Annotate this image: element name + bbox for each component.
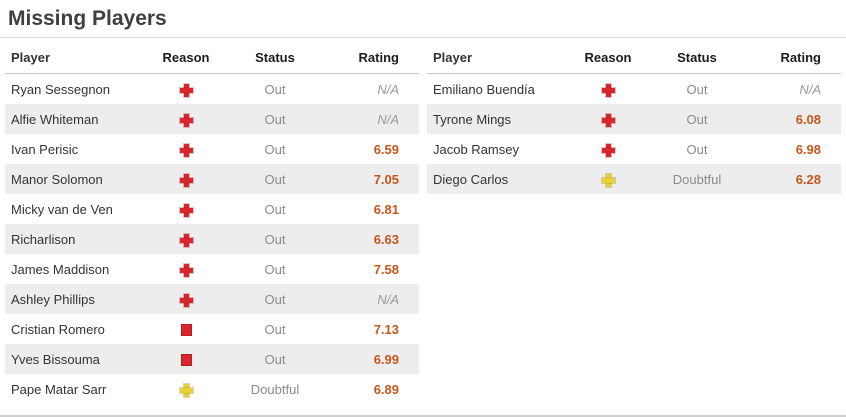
player-name: Diego Carlos [433, 171, 509, 187]
table-row: Ivan Perisic Out 6.59 [5, 134, 419, 164]
player-status: Doubtful [250, 381, 300, 397]
player-name: Tyrone Mings [433, 111, 512, 127]
injury-icon [179, 233, 193, 247]
player-rating: 6.81 [373, 201, 399, 217]
injury-icon [601, 83, 615, 97]
table-row: James Maddison Out 7.58 [5, 254, 419, 284]
player-rating: N/A [377, 81, 399, 97]
player-name: Ashley Phillips [11, 291, 95, 307]
table-row: Emiliano Buendía Out N/A [427, 74, 841, 104]
column-header-player: Player [433, 50, 473, 65]
player-rating: 6.98 [795, 141, 821, 157]
player-name: Alfie Whiteman [11, 111, 99, 127]
player-status: Out [686, 81, 708, 97]
injury-icon [601, 113, 615, 127]
player-rating: N/A [799, 81, 821, 97]
table-row: Ryan Sessegnon Out N/A [5, 74, 419, 104]
table-row: Manor Solomon Out 7.05 [5, 164, 419, 194]
injury-icon [179, 203, 193, 217]
injury-icon [179, 263, 193, 277]
player-status: Out [264, 111, 286, 127]
player-status: Out [264, 291, 286, 307]
column-header-rating: Rating [780, 50, 821, 65]
player-rating: 7.05 [373, 171, 399, 187]
player-status: Out [264, 201, 286, 217]
player-name: Cristian Romero [11, 321, 105, 337]
table-row: Micky van de Ven Out 6.81 [5, 194, 419, 224]
player-name: Manor Solomon [11, 171, 103, 187]
player-status: Out [264, 351, 286, 367]
column-header-status: Status [677, 50, 717, 65]
doubtful-icon [179, 383, 193, 397]
column-header-player: Player [11, 50, 51, 65]
red-card-icon [180, 324, 192, 337]
player-rating: N/A [377, 291, 399, 307]
player-status: Out [686, 141, 708, 157]
player-status: Out [264, 141, 286, 157]
doubtful-icon [601, 173, 615, 187]
player-status: Out [264, 231, 286, 247]
player-name: Emiliano Buendía [433, 81, 535, 97]
column-header-reason: Reason [162, 50, 210, 65]
player-name: Pape Matar Sarr [11, 381, 107, 397]
player-name: Micky van de Ven [11, 201, 113, 217]
table-row: Alfie Whiteman Out N/A [5, 104, 419, 134]
table-row: Yves Bissouma Out 6.99 [5, 344, 419, 374]
player-name: Ryan Sessegnon [11, 81, 111, 97]
table-row: Ashley Phillips Out N/A [5, 284, 419, 314]
player-status: Doubtful [672, 171, 722, 187]
missing-players-table-away: Player Reason Status Rating Emiliano Bue… [427, 42, 841, 404]
table-rows: Ryan Sessegnon Out N/A Alfie Whiteman Ou… [5, 74, 419, 404]
injury-icon [601, 143, 615, 157]
player-rating: 6.89 [373, 381, 399, 397]
table-row: Tyrone Mings Out 6.08 [427, 104, 841, 134]
table-header-row: Player Reason Status Rating [5, 42, 419, 74]
table-rows: Emiliano Buendía Out N/A Tyrone Mings Ou… [427, 74, 841, 194]
player-name: James Maddison [11, 261, 110, 277]
table-row: Diego Carlos Doubtful 6.28 [427, 164, 841, 194]
player-rating: 7.13 [373, 321, 399, 337]
player-rating: 6.59 [373, 141, 399, 157]
player-rating: 6.08 [795, 111, 821, 127]
player-status: Out [264, 261, 286, 277]
player-name: Yves Bissouma [11, 351, 100, 367]
red-card-icon [180, 354, 192, 367]
player-rating: N/A [377, 111, 399, 127]
player-rating: 6.63 [373, 231, 399, 247]
column-header-status: Status [255, 50, 295, 65]
player-rating: 6.99 [373, 351, 399, 367]
page-title: Missing Players [0, 0, 846, 38]
injury-icon [179, 293, 193, 307]
missing-players-tables: Player Reason Status Rating Ryan Sessegn… [0, 38, 846, 404]
player-status: Out [686, 111, 708, 127]
injury-icon [179, 143, 193, 157]
missing-players-table-home: Player Reason Status Rating Ryan Sessegn… [5, 42, 419, 404]
injury-icon [179, 113, 193, 127]
table-header-row: Player Reason Status Rating [427, 42, 841, 74]
injury-icon [179, 83, 193, 97]
table-row: Cristian Romero Out 7.13 [5, 314, 419, 344]
table-row: Jacob Ramsey Out 6.98 [427, 134, 841, 164]
injury-icon [179, 173, 193, 187]
player-name: Ivan Perisic [11, 141, 79, 157]
column-header-reason: Reason [584, 50, 632, 65]
player-status: Out [264, 171, 286, 187]
column-header-rating: Rating [358, 50, 399, 65]
player-name: Jacob Ramsey [433, 141, 519, 157]
player-name: Richarlison [11, 231, 76, 247]
table-row: Richarlison Out 6.63 [5, 224, 419, 254]
player-status: Out [264, 81, 286, 97]
player-rating: 6.28 [795, 171, 821, 187]
player-rating: 7.58 [373, 261, 399, 277]
player-status: Out [264, 321, 286, 337]
table-row: Pape Matar Sarr Doubtful 6.89 [5, 374, 419, 404]
